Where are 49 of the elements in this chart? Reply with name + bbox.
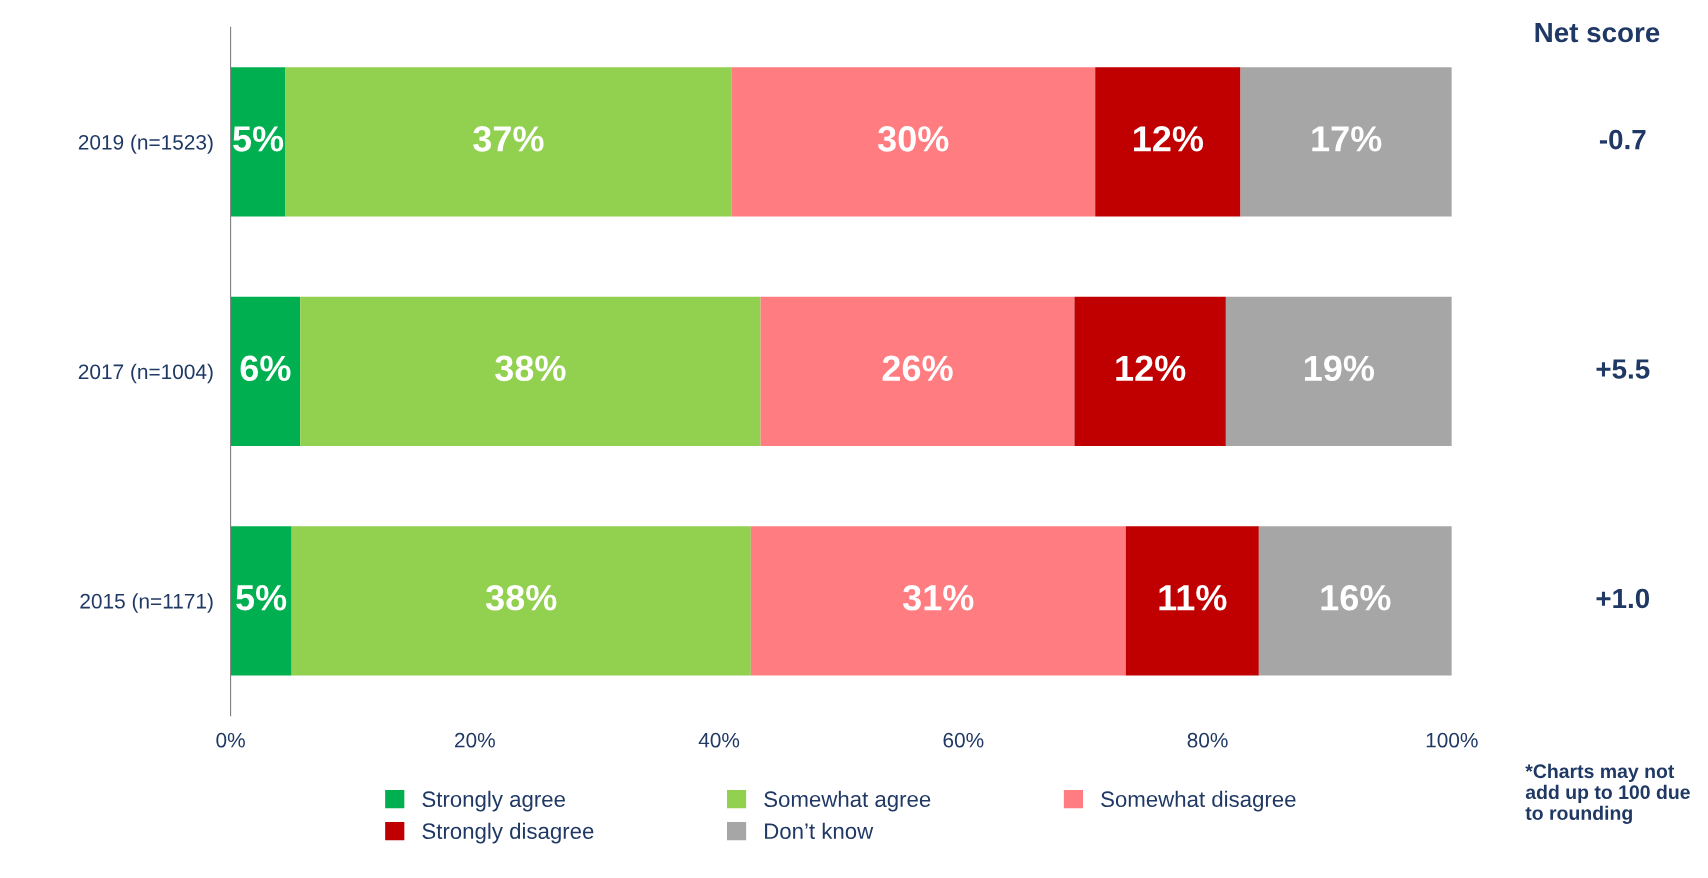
bar xyxy=(1074,296,1226,446)
bar xyxy=(760,296,1075,446)
text: +5.5 xyxy=(1596,359,1650,379)
bar xyxy=(230,67,286,217)
legend-label: Somewhat agree xyxy=(764,790,931,812)
bar xyxy=(285,67,732,217)
data-label: 11% xyxy=(1159,585,1227,611)
bar xyxy=(1258,526,1452,676)
x-tick-label: 0% xyxy=(216,732,245,748)
data-label: 16% xyxy=(1321,584,1391,611)
data-label: 31% xyxy=(902,584,974,611)
bar xyxy=(230,296,301,446)
text: -0.7 xyxy=(1599,129,1646,150)
data-label: 12% xyxy=(1134,126,1204,152)
x-tick-label: 40% xyxy=(698,732,740,748)
data-label: 17% xyxy=(1312,126,1382,152)
data-label: 38% xyxy=(495,355,566,382)
legend-label: Strongly disagree xyxy=(422,822,594,844)
text: Net score xyxy=(1535,22,1660,43)
bar xyxy=(230,526,292,676)
y-tick-label: 2019 (n=1523) xyxy=(78,134,213,154)
bar xyxy=(291,526,751,676)
legend-label: Don’t know xyxy=(765,822,874,840)
bar xyxy=(750,526,1126,676)
text: +1.0 xyxy=(1596,588,1650,609)
legend-label: Strongly agree xyxy=(422,790,565,812)
x-tick-label: 100% xyxy=(1426,732,1478,748)
data-label: 5% xyxy=(236,585,287,611)
data-label: 6% xyxy=(240,355,291,382)
x-tick-label: 60% xyxy=(943,732,984,748)
bar xyxy=(1240,67,1452,217)
bar xyxy=(1095,67,1241,217)
data-label: 38% xyxy=(485,584,557,611)
bar xyxy=(1125,526,1259,676)
data-label: 37% xyxy=(473,126,544,152)
data-label: 12% xyxy=(1116,355,1186,382)
x-tick-label: 80% xyxy=(1187,732,1228,748)
bar xyxy=(1225,296,1452,446)
x-tick-label: 20% xyxy=(455,732,495,748)
bar xyxy=(731,67,1096,217)
data-label: 5% xyxy=(233,126,284,152)
data-label: 26% xyxy=(882,355,953,382)
legend-label: Somewhat disagree xyxy=(1101,790,1296,812)
data-label: 30% xyxy=(877,126,949,152)
y-tick-label: 2015 (n=1171) xyxy=(80,593,213,613)
bar xyxy=(300,296,761,446)
data-label: 19% xyxy=(1304,355,1375,382)
text: *Charts may not add up to 100 due to rounding xyxy=(1525,763,1690,824)
y-tick-label: 2017 (n=1004) xyxy=(78,363,213,384)
